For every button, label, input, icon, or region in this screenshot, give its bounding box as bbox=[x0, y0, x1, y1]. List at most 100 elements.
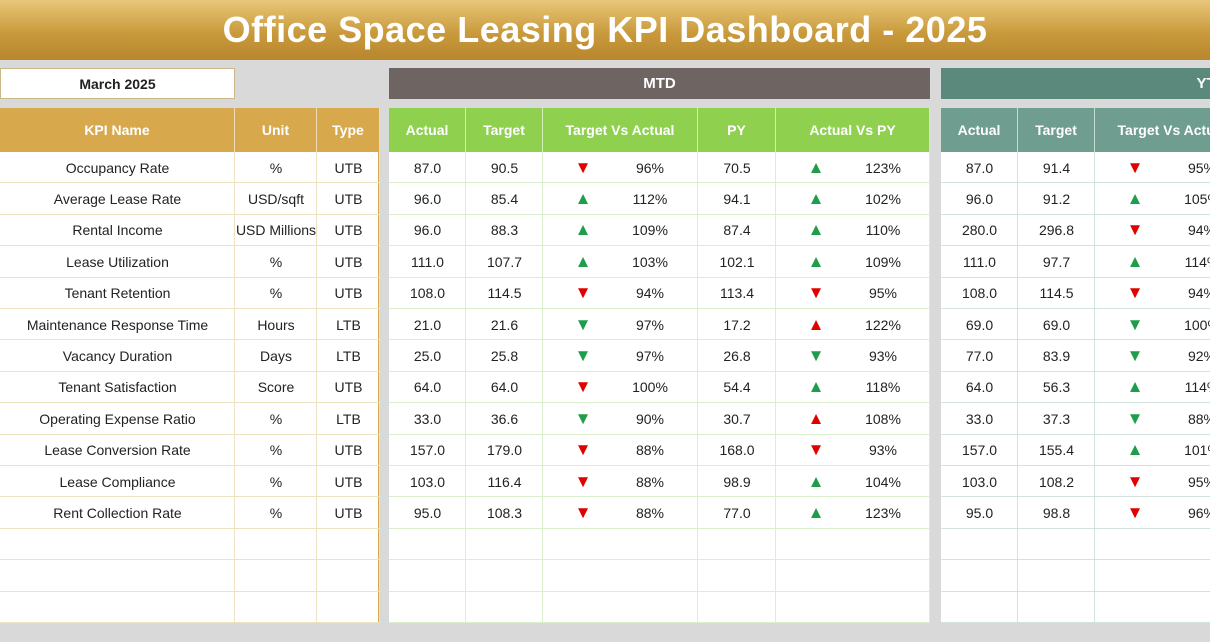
cell-value: UTB bbox=[334, 473, 363, 490]
table-cell bbox=[466, 466, 543, 498]
cell-value: 96.0 bbox=[413, 222, 442, 239]
status-arrow: ▲ bbox=[807, 157, 825, 177]
cell-value: % bbox=[269, 473, 283, 490]
cell-value: 30.7 bbox=[723, 410, 751, 427]
cell-value: 70.5 bbox=[723, 159, 751, 176]
table-cell bbox=[543, 497, 698, 529]
table-cell bbox=[389, 371, 466, 404]
month-box: March 2025 bbox=[0, 68, 235, 99]
percent-value: 108% bbox=[865, 410, 901, 427]
table-cell bbox=[1018, 214, 1095, 247]
mtd-band: MTD bbox=[389, 68, 930, 99]
table-cell bbox=[0, 371, 235, 404]
status-arrow: ▲ bbox=[807, 220, 825, 240]
cell-value: 97.7 bbox=[1042, 253, 1071, 270]
cell-value: 87.0 bbox=[965, 159, 994, 176]
table-cell bbox=[389, 152, 466, 184]
cell-value: 77.0 bbox=[965, 348, 994, 365]
table-cell bbox=[0, 403, 235, 435]
ytd-panel bbox=[941, 108, 1210, 623]
table-cell bbox=[235, 528, 317, 561]
table-cell bbox=[1095, 372, 1210, 404]
percent-value: 109% bbox=[865, 253, 901, 270]
table-cell bbox=[389, 560, 466, 592]
cell-value: UTB bbox=[334, 285, 363, 302]
table-cell bbox=[543, 246, 698, 278]
table-cell bbox=[941, 277, 1018, 309]
cell-value: UTB bbox=[334, 379, 363, 396]
cell-value: 113.4 bbox=[720, 285, 754, 302]
status-arrow: ▼ bbox=[574, 346, 592, 366]
cell-value: 157.0 bbox=[961, 442, 998, 459]
table-cell bbox=[776, 466, 930, 498]
status-arrow: ▲ bbox=[807, 189, 825, 209]
table-cell bbox=[698, 434, 776, 466]
kpi-name: Rent Collection Rate bbox=[53, 505, 182, 522]
cell-value: 26.8 bbox=[723, 348, 751, 365]
table-cell bbox=[941, 403, 1018, 435]
table-cell bbox=[235, 309, 317, 341]
status-arrow: ▼ bbox=[1126, 314, 1144, 334]
table-cell bbox=[776, 528, 930, 561]
percent-value: 88% bbox=[635, 473, 665, 490]
cell-value: UTB bbox=[334, 253, 363, 270]
percent-value: 118% bbox=[865, 379, 901, 396]
table-cell bbox=[776, 214, 930, 247]
cell-value: 95.0 bbox=[413, 505, 442, 522]
table-cell bbox=[1018, 152, 1095, 184]
status-arrow: ▼ bbox=[574, 283, 592, 303]
percent-value: 114% bbox=[1184, 379, 1210, 396]
kpi-name: Lease Conversion Rate bbox=[44, 442, 191, 459]
table-cell bbox=[776, 246, 930, 278]
percent-value: 88% bbox=[635, 505, 665, 522]
table-cell bbox=[941, 466, 1018, 498]
cell-value: 108.2 bbox=[1038, 473, 1075, 490]
table-cell bbox=[1095, 152, 1210, 184]
table-cell bbox=[0, 591, 235, 623]
cell-value: Score bbox=[257, 379, 295, 396]
table-cell bbox=[389, 246, 466, 278]
table-cell bbox=[1095, 246, 1210, 278]
table-cell bbox=[1018, 309, 1095, 341]
table-cell bbox=[698, 403, 776, 435]
table-cell bbox=[941, 434, 1018, 466]
table-cell bbox=[235, 277, 317, 309]
status-arrow: ▲ bbox=[1126, 189, 1144, 209]
table-cell bbox=[235, 497, 317, 529]
status-arrow: ▼ bbox=[807, 283, 825, 303]
table-cell bbox=[466, 340, 543, 372]
percent-value: 97% bbox=[635, 348, 665, 365]
table-cell bbox=[698, 152, 776, 184]
table-cell bbox=[317, 560, 380, 592]
kpi-name: Occupancy Rate bbox=[65, 159, 170, 176]
table-cell bbox=[235, 246, 317, 278]
table-cell bbox=[0, 497, 235, 529]
status-arrow: ▲ bbox=[1126, 377, 1144, 397]
status-arrow: ▼ bbox=[1126, 471, 1144, 491]
percent-value: 112% bbox=[632, 191, 668, 208]
table-cell bbox=[235, 591, 317, 623]
table-cell bbox=[466, 309, 543, 341]
percent-value: 104% bbox=[865, 473, 901, 490]
table-cell bbox=[543, 183, 698, 215]
cell-value: 103.0 bbox=[961, 473, 998, 490]
status-arrow: ▲ bbox=[574, 220, 592, 240]
table-cell bbox=[1018, 434, 1095, 466]
cell-value: 98.8 bbox=[1042, 505, 1071, 522]
percent-value: 96% bbox=[635, 159, 665, 176]
table-cell bbox=[543, 403, 698, 435]
cell-value: 114.5 bbox=[1039, 285, 1074, 302]
table-cell bbox=[0, 246, 235, 278]
percent-value: 101% bbox=[1184, 442, 1210, 459]
table-cell bbox=[941, 214, 1018, 247]
status-arrow: ▼ bbox=[1126, 503, 1144, 523]
table-cell bbox=[466, 403, 543, 435]
cell-value: 90.5 bbox=[490, 159, 519, 176]
cell-value: 87.0 bbox=[413, 159, 442, 176]
column-header: Target Vs Actual bbox=[543, 108, 698, 152]
table-cell bbox=[1018, 528, 1095, 561]
table-cell bbox=[776, 434, 930, 466]
status-arrow: ▼ bbox=[574, 314, 592, 334]
table-cell bbox=[389, 434, 466, 466]
table-cell bbox=[317, 528, 380, 561]
